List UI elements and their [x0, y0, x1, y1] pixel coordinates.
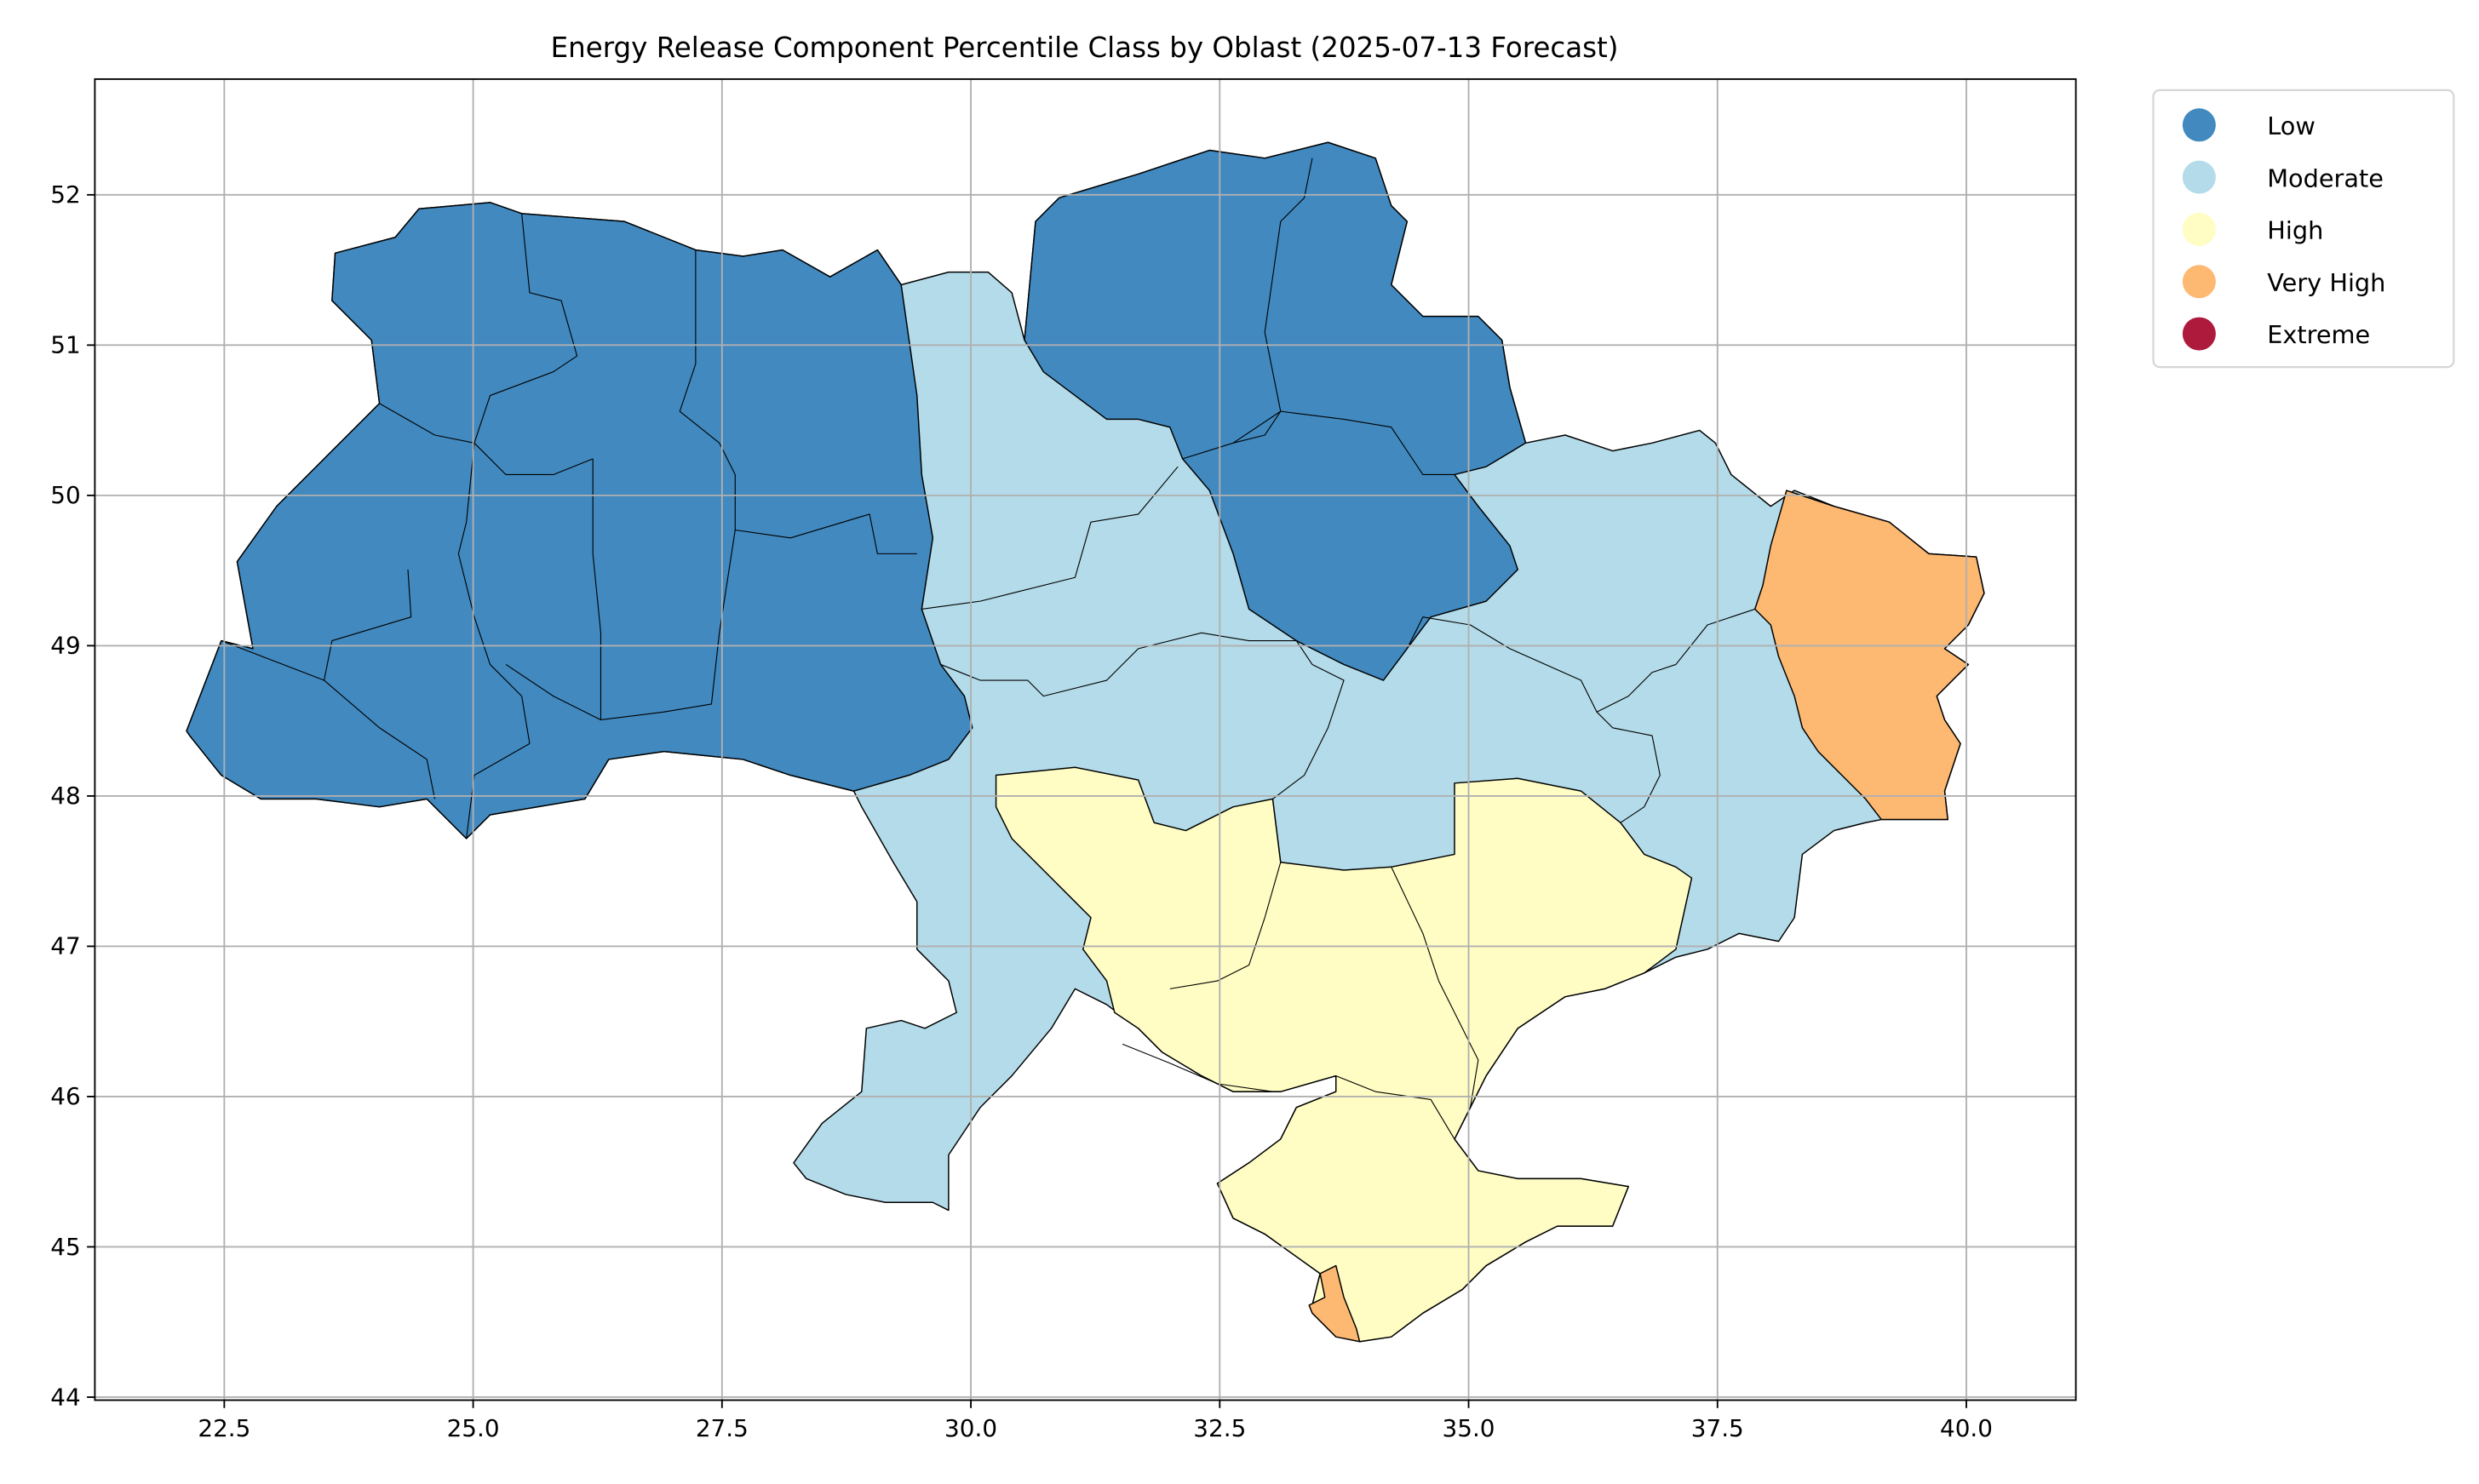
y-tick-label: 44	[50, 1383, 80, 1411]
oblast-border	[473, 213, 594, 476]
region-crimea-south-west	[1308, 1264, 1361, 1343]
oblast-border	[379, 403, 475, 444]
oblast-border	[1596, 711, 1661, 823]
x-tick-label: 32.5	[1193, 1414, 1246, 1442]
region-south	[995, 766, 1693, 1343]
oblast-border	[940, 632, 1297, 697]
oblast-border	[1391, 867, 1479, 1108]
oblast-border	[735, 513, 917, 554]
oblast-border	[1169, 799, 1282, 989]
legend-label: Extreme	[2267, 320, 2370, 349]
legend-marker-moderate	[2182, 160, 2216, 194]
oblast-border	[1272, 640, 1345, 799]
legend-marker-low	[2182, 108, 2216, 142]
y-tick-label: 46	[50, 1082, 80, 1110]
x-tick-label: 27.5	[696, 1414, 749, 1442]
legend-marker-high	[2182, 212, 2216, 246]
y-tick-label: 50	[50, 481, 80, 509]
x-tick-label: 22.5	[198, 1414, 250, 1442]
borders-layer	[221, 158, 1755, 1140]
regions-layer	[186, 141, 1985, 1343]
y-tick-label: 47	[50, 932, 80, 960]
x-tick-label: 35.0	[1443, 1414, 1495, 1442]
oblast-border	[592, 458, 602, 720]
oblast-border	[1232, 158, 1313, 444]
x-tick-label: 37.5	[1691, 1414, 1744, 1442]
x-axis: 22.5 25.0 27.5 30.0 32.5 35.0 37.5 40.0	[198, 1400, 1993, 1442]
y-tick-label: 49	[50, 632, 80, 660]
y-tick-label: 45	[50, 1233, 80, 1261]
oblast-border	[1122, 1043, 1273, 1092]
legend-label: Low	[2267, 112, 2315, 140]
axes-frame	[94, 77, 2077, 1401]
x-tick-label: 40.0	[1940, 1414, 1993, 1442]
oblast-border	[466, 742, 531, 839]
legend-marker-extreme	[2182, 317, 2216, 351]
legend-label: Very High	[2267, 268, 2385, 297]
oblast-border	[1335, 1075, 1455, 1140]
region-east	[1753, 490, 1985, 821]
x-tick-label: 30.0	[944, 1414, 997, 1442]
y-tick-label: 48	[50, 782, 80, 810]
oblast-border	[221, 569, 412, 681]
legend-box	[2152, 89, 2455, 369]
y-tick-label: 51	[50, 331, 80, 359]
chart-title: Energy Release Component Percentile Clas…	[551, 32, 1619, 64]
legend-label: High	[2267, 216, 2323, 245]
oblast-border	[324, 679, 436, 799]
y-tick-label: 52	[50, 180, 80, 209]
oblast-border	[1182, 410, 1455, 476]
region-west	[186, 202, 973, 839]
oblast-border	[505, 530, 736, 721]
x-tick-label: 25.0	[447, 1414, 500, 1442]
oblast-border	[457, 443, 531, 744]
legend-label: Moderate	[2267, 163, 2384, 192]
legend: Low Moderate High Very High Extreme	[2152, 89, 2455, 369]
oblast-border	[921, 466, 1179, 610]
grid-layer	[95, 78, 2076, 1401]
y-axis: 44 45 46 47 48 49 50 51 52	[50, 180, 95, 1411]
legend-marker-very-high	[2182, 265, 2216, 299]
